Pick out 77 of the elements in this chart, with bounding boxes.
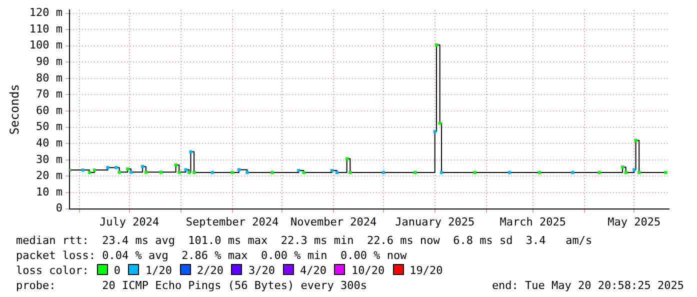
text: packet loss: 0.04 % avg 2.86 % max 0.00 % min 0.00 % now (16, 248, 408, 263)
x-tick-label: November 2024 (290, 215, 377, 228)
point (538, 170, 542, 174)
text: probe: 20 ICMP Echo Pings (56 Bytes) every 300s (16, 278, 367, 293)
point (144, 170, 148, 174)
point (92, 168, 96, 172)
point (433, 130, 436, 133)
point (335, 170, 338, 174)
point (473, 170, 476, 174)
point (302, 170, 306, 174)
point (184, 168, 188, 172)
x-tick-label: September 2024 (186, 215, 279, 228)
point (129, 170, 133, 174)
y-tick-label: 90 m (36, 55, 63, 68)
point (106, 166, 110, 170)
legend-title: loss color: (16, 264, 89, 277)
point (632, 168, 636, 172)
point (634, 138, 638, 142)
y-tick-label: 10 m (36, 185, 63, 198)
y-tick-label: 50 m (36, 120, 63, 134)
point (434, 43, 438, 46)
point (348, 170, 352, 174)
point (189, 150, 192, 154)
point (598, 170, 601, 174)
point (620, 166, 624, 169)
point (159, 170, 162, 174)
point (413, 170, 416, 174)
y-tick-label: 110 m (29, 22, 63, 36)
y-tick-label: 30 m (36, 152, 63, 166)
point (178, 170, 181, 174)
y-tick-label: 120 m (29, 6, 63, 20)
point (330, 168, 334, 172)
point (624, 170, 628, 174)
text: median rtt: 23.4 ms avg 101.0 ms max 22.3 ms min 22.6 ms now 6.8 ms sd 3.4 am/s (16, 233, 594, 248)
point (345, 157, 348, 160)
legend-label: 2/20 (196, 263, 224, 278)
point (508, 170, 512, 174)
legend-label: 4/20 (298, 263, 326, 278)
point (638, 170, 641, 174)
point (114, 166, 118, 170)
x-tick-label: May 2025 (608, 215, 661, 228)
point (188, 170, 191, 174)
y-tick-label: 80 m (36, 71, 63, 84)
point (664, 170, 668, 174)
y-axis-title: Seconds (7, 84, 22, 135)
x-tick-label: January 2025 (395, 215, 475, 228)
point (440, 170, 444, 174)
point (230, 170, 234, 174)
legend-label: 3/20 (247, 263, 275, 278)
point (141, 165, 144, 168)
point (118, 170, 121, 174)
y-tick-label: 100 m (29, 38, 63, 52)
y-tick-label: 70 m (36, 88, 63, 101)
point (88, 170, 91, 174)
x-tick-label: July 2024 (99, 215, 160, 228)
y-tick-label: 20 m (36, 169, 63, 182)
point (246, 170, 249, 174)
point (270, 170, 274, 174)
point (192, 170, 196, 174)
y-tick-label: 40 m (36, 136, 63, 150)
point (237, 168, 240, 172)
point (297, 168, 300, 172)
y-tick-label: 0 (56, 202, 63, 215)
point (571, 170, 574, 174)
point (174, 163, 178, 167)
text: end: Tue May 20 20:58:25 2025 (492, 278, 684, 293)
legend-label: 0 (112, 263, 120, 278)
legend-label: 19/20 (408, 263, 443, 278)
x-tick-label: March 2025 (500, 215, 566, 228)
point (210, 170, 214, 174)
point (126, 167, 130, 170)
legend-label: 1/20 (144, 263, 172, 278)
legend-label: 10/20 (350, 263, 385, 278)
point (438, 122, 442, 125)
point (382, 170, 385, 174)
y-tick-label: 60 m (36, 104, 63, 117)
point (81, 168, 84, 172)
